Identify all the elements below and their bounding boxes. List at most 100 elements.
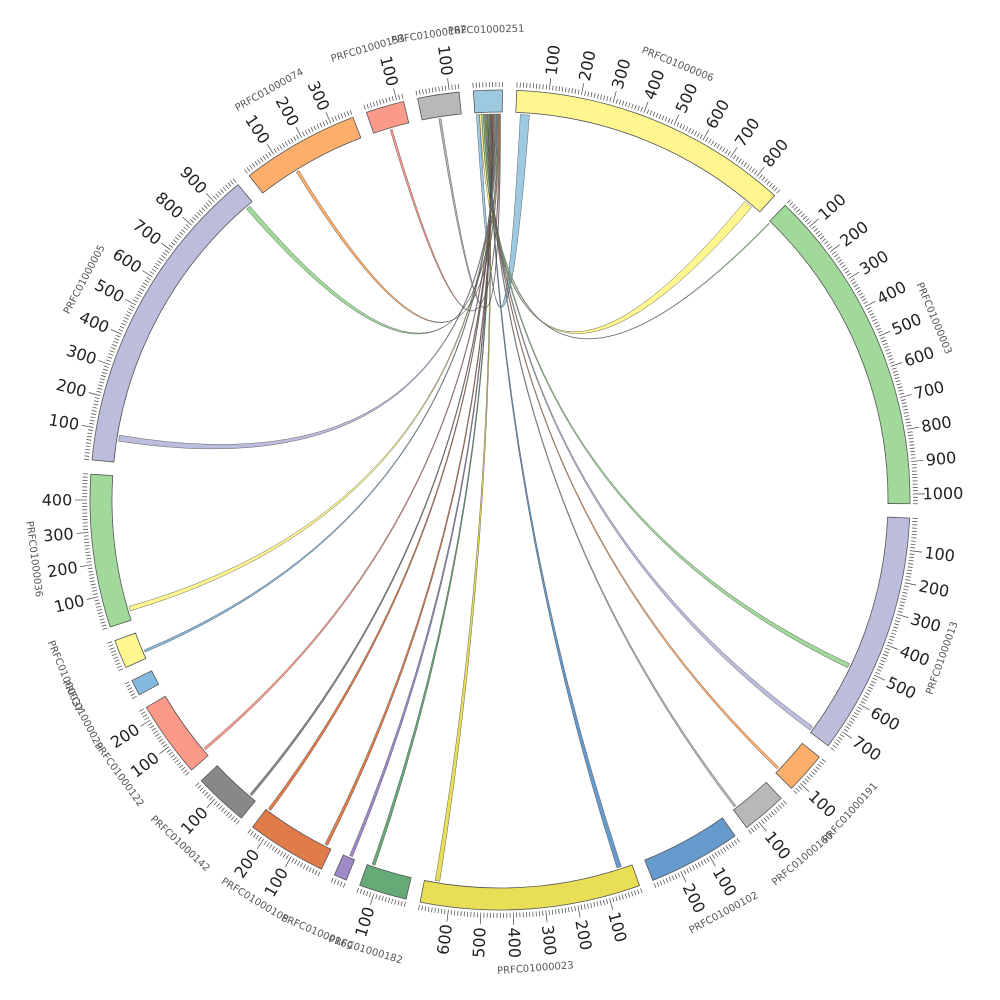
- minor-tick: [85, 554, 91, 557]
- major-tick: [393, 88, 397, 101]
- tick-label: 200: [836, 217, 872, 251]
- major-tick: [140, 719, 151, 727]
- minor-tick: [100, 375, 106, 378]
- minor-tick: [662, 879, 666, 885]
- minor-tick: [590, 902, 593, 908]
- link-PRFC01000251-PRFC01000162-21: [438, 113, 501, 309]
- minor-tick: [874, 324, 880, 328]
- minor-tick: [139, 287, 145, 292]
- minor-tick: [761, 176, 766, 181]
- minor-tick: [716, 144, 720, 149]
- minor-tick: [162, 743, 168, 748]
- minor-tick: [872, 318, 877, 322]
- minor-tick: [451, 84, 453, 90]
- minor-tick: [220, 189, 225, 194]
- link-PRFC01000251-PRFC01000191-5: [485, 114, 779, 770]
- minor-tick: [454, 84, 456, 90]
- minor-tick: [86, 558, 92, 560]
- tick-label: 200: [679, 880, 709, 916]
- minor-tick: [115, 334, 121, 338]
- tick-label: 400: [640, 67, 668, 102]
- minor-tick: [567, 907, 570, 913]
- minor-tick: [882, 653, 888, 657]
- minor-tick: [85, 442, 91, 444]
- minor-tick: [122, 319, 128, 323]
- minor-tick: [369, 102, 372, 108]
- major-tick: [285, 856, 292, 867]
- minor-tick: [732, 154, 737, 160]
- minor-tick: [905, 575, 911, 578]
- minor-tick: [665, 878, 669, 883]
- minor-tick: [906, 424, 912, 427]
- minor-tick: [720, 849, 724, 854]
- minor-tick: [599, 900, 602, 906]
- minor-tick: [621, 894, 624, 900]
- minor-tick: [887, 355, 893, 358]
- minor-tick: [247, 829, 252, 834]
- minor-tick: [652, 111, 656, 117]
- minor-tick: [668, 876, 672, 882]
- minor-tick: [316, 124, 320, 129]
- minor-tick: [835, 256, 841, 261]
- minor-tick: [157, 260, 162, 264]
- minor-tick: [555, 909, 557, 915]
- minor-tick: [713, 142, 717, 147]
- minor-tick: [764, 178, 768, 183]
- minor-tick: [904, 415, 910, 417]
- minor-tick: [129, 305, 135, 309]
- segment-PRFC01000037: [114, 632, 147, 669]
- minor-tick: [778, 804, 783, 809]
- minor-tick: [823, 240, 829, 245]
- minor-tick: [900, 598, 907, 601]
- minor-tick: [109, 350, 115, 353]
- major-tick: [702, 129, 710, 141]
- minor-tick: [862, 698, 867, 702]
- minor-tick: [421, 905, 424, 911]
- tick-label: 100: [814, 190, 849, 224]
- tick-label: 500: [469, 927, 489, 958]
- minor-tick: [144, 716, 149, 721]
- minor-tick: [899, 392, 905, 395]
- minor-tick: [743, 162, 748, 167]
- minor-tick: [797, 785, 802, 790]
- minor-tick: [95, 602, 101, 605]
- link-PRFC01000251-PRFC01000006-0: [476, 114, 530, 308]
- minor-tick: [751, 168, 755, 173]
- minor-tick: [168, 751, 174, 756]
- minor-tick: [630, 891, 634, 897]
- minor-tick: [855, 709, 861, 713]
- minor-tick: [108, 644, 114, 647]
- minor-tick: [634, 890, 637, 896]
- minor-tick: [93, 403, 99, 406]
- major-tick: [86, 596, 99, 600]
- link-PRFC01000251-PRFC01000160-6: [486, 114, 737, 808]
- minor-tick: [453, 910, 456, 916]
- minor-tick: [84, 452, 90, 454]
- minor-tick: [565, 87, 567, 93]
- minor-tick: [136, 293, 141, 297]
- minor-tick: [378, 895, 381, 901]
- minor-tick: [640, 106, 643, 112]
- minor-tick: [273, 148, 277, 153]
- minor-tick: [263, 840, 267, 846]
- minor-tick: [725, 845, 730, 851]
- minor-tick: [691, 129, 695, 135]
- tick-label: 300: [42, 524, 74, 545]
- tick-label: 300: [608, 57, 635, 92]
- minor-tick: [884, 650, 890, 654]
- minor-tick: [555, 85, 557, 91]
- minor-tick: [900, 601, 906, 604]
- minor-tick: [711, 854, 716, 859]
- tick-label: 900: [925, 448, 957, 470]
- minor-tick: [844, 270, 850, 274]
- minor-tick: [858, 292, 864, 296]
- minor-tick: [276, 146, 280, 152]
- minor-tick: [331, 117, 335, 123]
- minor-tick: [302, 864, 306, 869]
- minor-tick: [89, 419, 95, 422]
- major-tick: [800, 783, 810, 792]
- major-tick: [730, 147, 738, 158]
- minor-tick: [897, 610, 903, 613]
- major-tick: [858, 703, 870, 711]
- major-tick: [841, 731, 853, 739]
